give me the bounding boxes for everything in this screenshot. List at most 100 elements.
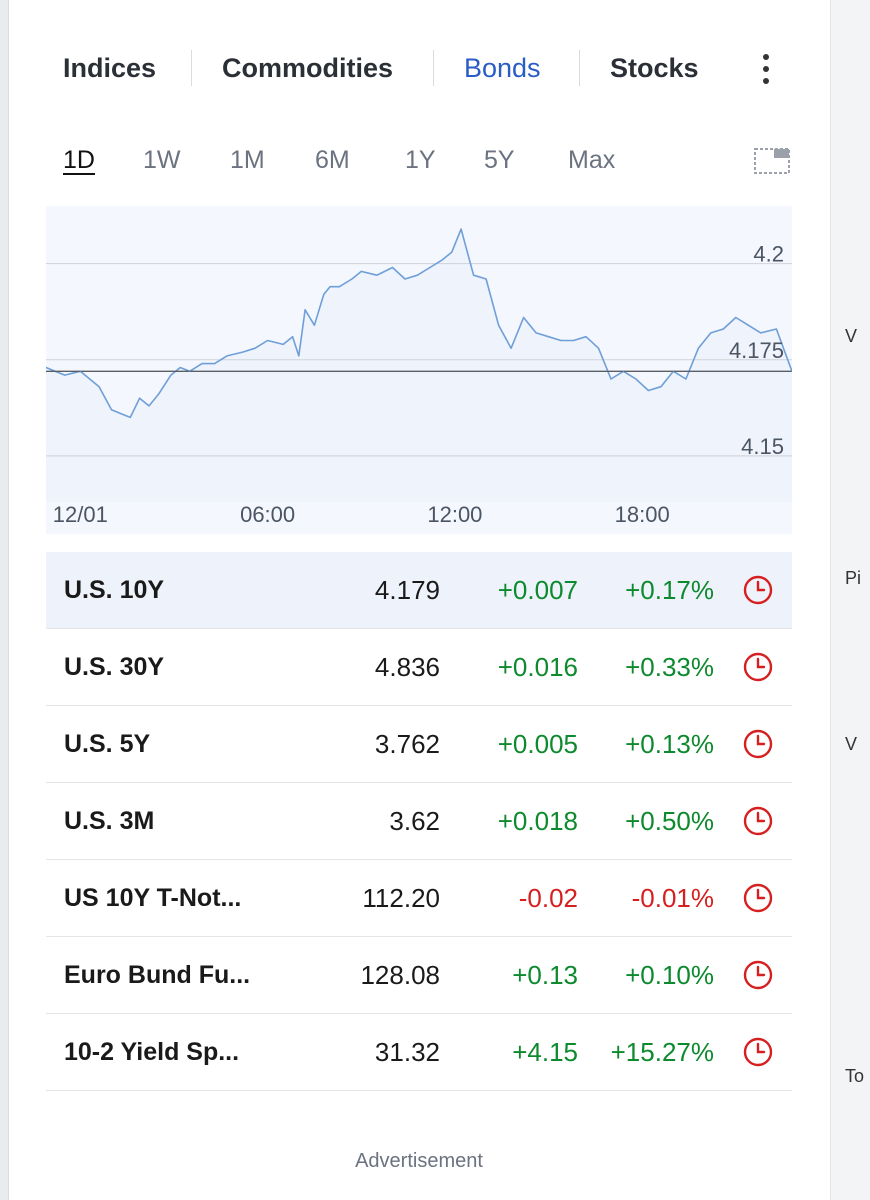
chart-point bbox=[64, 374, 66, 376]
range-1y[interactable]: 1Y bbox=[405, 146, 436, 174]
range-6m[interactable]: 6M bbox=[315, 146, 350, 174]
last-value: 31.32 bbox=[374, 1037, 440, 1067]
chart-point bbox=[775, 328, 777, 330]
change-value: +0.016 bbox=[497, 652, 578, 682]
chart-point bbox=[254, 347, 256, 349]
chart-point bbox=[441, 259, 444, 261]
change-percent: +0.10% bbox=[625, 960, 714, 990]
chart-point bbox=[267, 339, 269, 342]
right-panel-fragment: To bbox=[845, 1066, 865, 1086]
range-1w[interactable]: 1W bbox=[143, 146, 181, 174]
chart-point bbox=[791, 370, 792, 372]
chart-point bbox=[460, 228, 462, 230]
chart-point bbox=[622, 370, 625, 372]
chart-point bbox=[313, 324, 316, 326]
range-1d[interactable]: 1D bbox=[63, 146, 95, 174]
tab-commodities[interactable]: Commodities bbox=[222, 53, 394, 83]
table-row[interactable]: U.S. 10Y 4.179 +0.007 +0.17% bbox=[46, 552, 792, 629]
chart-point bbox=[242, 351, 244, 353]
chart-point bbox=[416, 274, 419, 276]
table-row[interactable]: U.S. 30Y 4.836 +0.016 +0.33% bbox=[46, 629, 792, 706]
table-row[interactable]: Euro Bund Fu... 128.08 +0.13 +0.10% bbox=[46, 937, 792, 1014]
chart-point bbox=[747, 324, 749, 326]
table-row[interactable]: U.S. 5Y 3.762 +0.005 +0.13% bbox=[46, 706, 792, 783]
advertisement-label: Advertisement bbox=[355, 1150, 483, 1172]
last-value: 4.179 bbox=[374, 575, 440, 605]
chart-point bbox=[188, 370, 191, 372]
clock-icon bbox=[743, 806, 773, 836]
tab-indices[interactable]: Indices bbox=[63, 53, 157, 83]
chart-point bbox=[672, 370, 674, 372]
chart-point bbox=[351, 278, 353, 280]
chart-area bbox=[46, 229, 792, 502]
table-row[interactable]: U.S. 3M 3.62 +0.018 +0.50% bbox=[46, 783, 792, 860]
table-row[interactable]: 10-2 Yield Sp... 31.32 +4.15 +15.27% bbox=[46, 1014, 792, 1091]
chart-point bbox=[79, 370, 81, 372]
tab-stocks[interactable]: Stocks bbox=[610, 53, 699, 83]
clock-icon bbox=[743, 883, 773, 913]
tab-divider bbox=[433, 50, 434, 86]
chart-point bbox=[120, 412, 122, 415]
instrument-name[interactable]: Euro Bund Fu... bbox=[64, 961, 251, 989]
instrument-name[interactable]: U.S. 5Y bbox=[64, 730, 151, 758]
chart-point bbox=[647, 389, 650, 392]
y-tick-label: 4.2 bbox=[753, 242, 784, 267]
chart-point bbox=[148, 405, 150, 407]
chart-point bbox=[179, 366, 181, 369]
chart-point bbox=[710, 332, 712, 334]
chart-point bbox=[497, 324, 500, 326]
clock-icon bbox=[743, 960, 773, 990]
chart-point bbox=[170, 374, 172, 376]
instrument-name[interactable]: U.S. 30Y bbox=[64, 653, 165, 681]
right-panel: V Pi V To bbox=[830, 0, 870, 1200]
range-max[interactable]: Max bbox=[568, 146, 616, 174]
instrument-name[interactable]: 10-2 Yield Sp... bbox=[64, 1038, 240, 1066]
change-value: -0.02 bbox=[518, 883, 578, 913]
range-5y[interactable]: 5Y bbox=[484, 146, 515, 174]
last-value: 3.62 bbox=[389, 806, 440, 836]
range-1m[interactable]: 1M bbox=[230, 146, 265, 174]
chart-point bbox=[304, 309, 306, 311]
chart-point bbox=[298, 355, 300, 357]
chart-point bbox=[697, 347, 699, 349]
chart-point bbox=[360, 270, 362, 272]
change-percent: +0.13% bbox=[625, 729, 714, 759]
instrument-name[interactable]: U.S. 10Y bbox=[64, 576, 165, 604]
yield-chart[interactable]: 4.2 4.175 4.15 12/01 06:00 12:00 18:00 bbox=[46, 206, 792, 534]
chart-point bbox=[722, 328, 724, 330]
change-value: +0.018 bbox=[497, 806, 578, 836]
x-tick-label: 12/01 bbox=[53, 502, 108, 527]
chart-point bbox=[560, 339, 562, 342]
more-options-icon[interactable] bbox=[754, 52, 778, 86]
chart-point bbox=[157, 393, 159, 395]
chart-point bbox=[98, 386, 100, 388]
chart-point bbox=[535, 332, 537, 334]
expand-chart-icon[interactable] bbox=[754, 148, 790, 174]
chart-point bbox=[226, 355, 228, 357]
chart-point bbox=[610, 378, 612, 380]
right-panel-fragment: V bbox=[845, 326, 858, 346]
instrument-name[interactable]: U.S. 3M bbox=[64, 807, 155, 835]
change-value: +4.15 bbox=[512, 1037, 578, 1067]
chart-point bbox=[585, 336, 587, 338]
x-tick-label: 12:00 bbox=[427, 502, 482, 527]
change-value: +0.13 bbox=[512, 960, 578, 990]
tab-divider bbox=[191, 50, 192, 86]
last-value: 3.762 bbox=[374, 729, 440, 759]
instrument-name[interactable]: US 10Y T-Not... bbox=[64, 884, 242, 912]
table-row[interactable]: US 10Y T-Not... 112.20 -0.02 -0.01% bbox=[46, 860, 792, 937]
chart-point bbox=[510, 347, 512, 349]
chart-point bbox=[473, 274, 475, 276]
clock-icon bbox=[743, 729, 773, 759]
time-range-selector: 1D 1W 1M 6M 1Y 5Y Max bbox=[46, 138, 792, 182]
change-percent: +0.50% bbox=[625, 806, 714, 836]
last-value: 128.08 bbox=[360, 960, 440, 990]
chart-point bbox=[522, 316, 525, 319]
change-value: +0.007 bbox=[497, 575, 578, 605]
tab-divider bbox=[579, 50, 580, 86]
chart-point bbox=[660, 386, 662, 388]
chart-point bbox=[547, 336, 550, 338]
left-gutter bbox=[0, 0, 8, 1200]
chart-point bbox=[376, 274, 378, 276]
tab-bonds[interactable]: Bonds bbox=[464, 53, 541, 83]
